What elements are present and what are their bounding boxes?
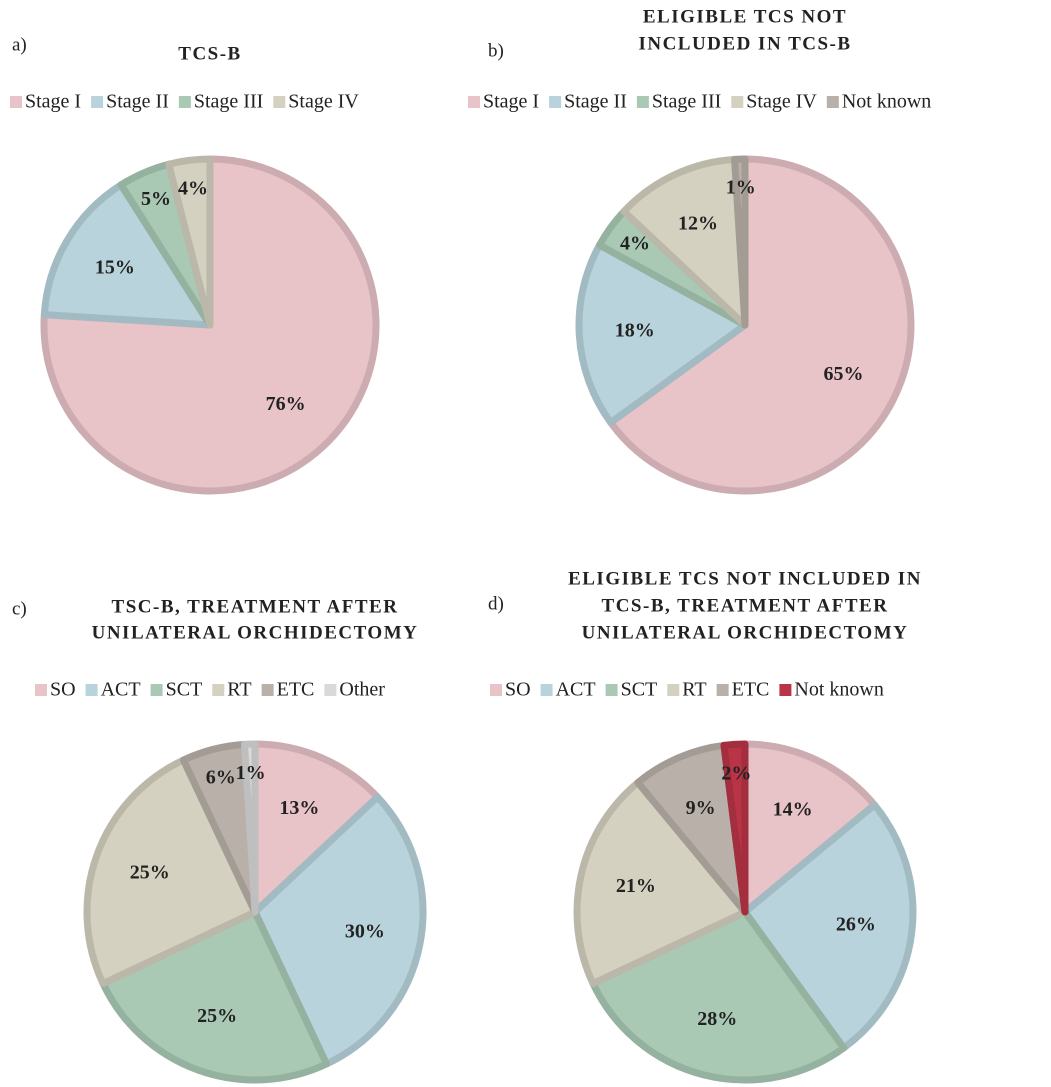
legend-label: Not known (842, 91, 931, 113)
pie-slice (720, 740, 749, 916)
legend-swatch (716, 684, 729, 696)
legend-label: SO (505, 679, 531, 701)
pie-slice (251, 740, 381, 916)
pie-slice (40, 155, 380, 495)
legend-swatch (10, 96, 22, 108)
pie-slice (741, 740, 878, 916)
value-label: 13% (279, 797, 319, 819)
legend-label: Not known (794, 679, 883, 701)
value-label: 2% (721, 762, 751, 784)
value-label: 65% (823, 363, 863, 385)
legend-label: Stage III (652, 91, 721, 113)
chart-title: ELIGIBLE TCS NOT INCLUDED IN (568, 568, 922, 589)
legend-swatch (605, 684, 618, 696)
legend-swatch (35, 684, 47, 696)
legend-label: Stage IV (746, 91, 817, 113)
legend-label: ETC (732, 679, 770, 701)
legend-swatch (468, 96, 480, 108)
legend-label: ETC (277, 679, 315, 701)
chart-title: TSC-B, TREATMENT AFTER (112, 596, 399, 617)
value-label: 9% (686, 797, 716, 819)
pie-chart: b) ELIGIBLE TCS NOT INCLUDED IN TCS-B Stage… (468, 6, 931, 495)
chart-title: UNILATERAL ORCHIDECTOMY (582, 622, 909, 643)
value-label: 76% (266, 393, 306, 415)
legend-swatch (549, 96, 562, 108)
value-label: 6% (206, 766, 236, 788)
legend-swatch (826, 96, 839, 108)
chart-title: UNILATERAL ORCHIDECTOMY (92, 622, 419, 643)
legend-label: Stage II (106, 91, 169, 113)
pie-slice (741, 801, 917, 1052)
legend-label: RT (682, 679, 706, 701)
panel-label: d) (488, 593, 504, 614)
value-label: 30% (345, 921, 385, 943)
legend-swatch (212, 684, 225, 696)
pie-slice (240, 740, 259, 916)
value-label: 4% (178, 178, 208, 200)
legend-swatch (324, 684, 337, 696)
legend-swatch (91, 96, 104, 108)
chart-title: TCS-B (178, 43, 241, 64)
chart-title: INCLUDED IN TCS-B (638, 33, 851, 54)
panel-label: a) (12, 34, 27, 55)
pie-slice (83, 756, 259, 988)
pie-slice (575, 241, 749, 427)
legend-label: SO (50, 679, 76, 701)
legend-swatch (178, 96, 191, 108)
pie-slice (607, 155, 915, 495)
value-label: 21% (616, 875, 656, 897)
legend-swatch (85, 684, 98, 696)
legend-swatch (273, 96, 286, 108)
legend-label: SCT (621, 679, 658, 701)
legend-label: Stage IV (288, 91, 359, 113)
legend-label: Other (339, 679, 385, 701)
pie-slice (620, 155, 749, 329)
legend-label: ACT (101, 679, 141, 701)
value-label: 14% (773, 798, 813, 820)
legend-swatch (731, 96, 744, 108)
value-label: 18% (615, 320, 655, 342)
value-label: 1% (236, 762, 266, 784)
legend-swatch (779, 684, 792, 696)
chart-title: ELIGIBLE TCS NOT (643, 6, 847, 27)
legend-swatch (261, 684, 274, 696)
pie-slice (573, 779, 749, 988)
legend-label: Stage III (194, 91, 263, 113)
legend-label: SCT (166, 679, 203, 701)
pie-slice (40, 181, 214, 329)
value-label: 28% (697, 1008, 737, 1030)
legend-label: Stage I (483, 91, 539, 113)
pie-slice (589, 908, 848, 1084)
legend-label: RT (227, 679, 251, 701)
chart-title: TCS-B, TREATMENT AFTER (602, 595, 889, 616)
legend-label: ACT (556, 679, 596, 701)
panel-label: c) (12, 598, 27, 619)
legend-swatch (636, 96, 649, 108)
legend-swatch (490, 684, 502, 696)
pie-slice (731, 155, 749, 329)
value-label: 26% (836, 914, 876, 936)
legend-swatch (150, 684, 163, 696)
legend-label: Stage II (564, 91, 627, 113)
value-label: 25% (197, 1005, 237, 1027)
pie-slice (165, 155, 214, 329)
panel-label: b) (488, 40, 504, 61)
legend-label: Stage I (25, 91, 81, 113)
legend-swatch (667, 684, 680, 696)
pie-slice (99, 908, 331, 1084)
value-label: 5% (141, 188, 171, 210)
value-label: 12% (678, 213, 718, 235)
pie-chart: a) TCS-B Stage I Stage II Stage III Stage IV 7… (10, 34, 380, 495)
legend-swatch (540, 684, 553, 696)
pie-chart: d) ELIGIBLE TCS NOT INCLUDED IN TCS-B, TRE… (488, 568, 922, 1084)
value-label: 15% (95, 256, 135, 278)
pie-chart: c) TSC-B, TREATMENT AFTER UNILATERAL ORCHI… (12, 596, 427, 1084)
value-label: 25% (130, 862, 170, 884)
value-label: 1% (726, 177, 756, 199)
value-label: 4% (620, 233, 650, 255)
